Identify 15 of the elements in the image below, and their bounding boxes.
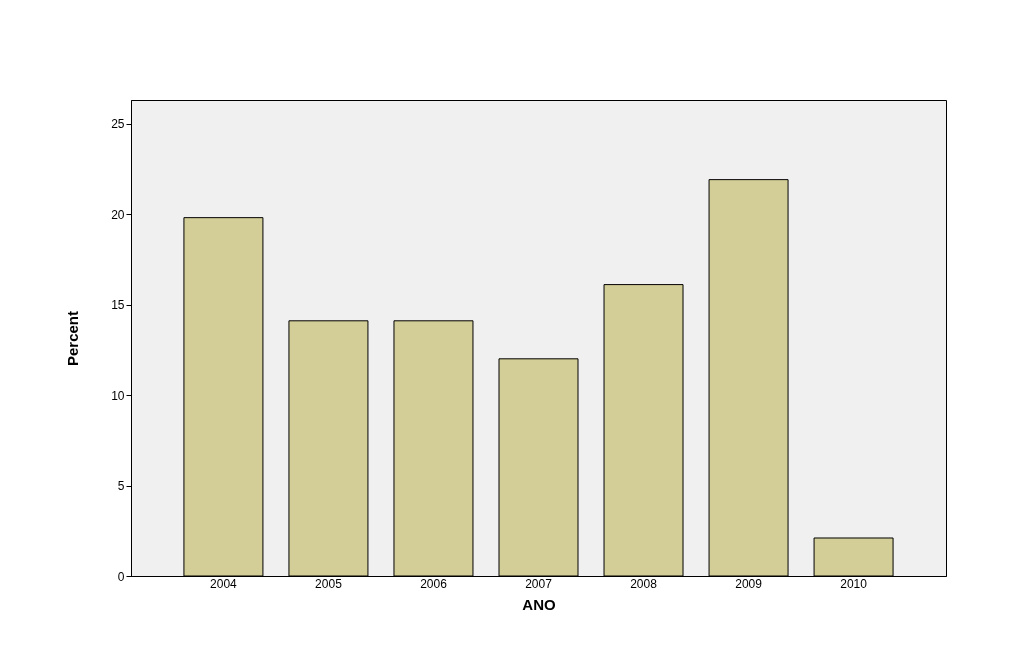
x-tick-label: 2008 — [630, 576, 658, 591]
y-tick-label: 5 — [117, 479, 125, 494]
y-axis-title: Percent — [64, 310, 82, 367]
y-tick-label: 10 — [111, 388, 125, 403]
y-tick-label: 15 — [111, 298, 125, 313]
x-tick-label: 2009 — [735, 576, 763, 591]
y-tick-label: 20 — [111, 207, 125, 222]
x-tick-label: 2004 — [210, 576, 238, 591]
x-tick-label: 2005 — [315, 576, 343, 591]
x-tick-label: 2006 — [420, 576, 448, 591]
x-tick-label: 2010 — [840, 576, 868, 591]
y-tick-label: 25 — [111, 117, 125, 132]
y-tick-label: 0 — [117, 569, 125, 584]
x-axis-title: ANO — [522, 595, 556, 613]
x-tick-label: 2007 — [525, 576, 553, 591]
